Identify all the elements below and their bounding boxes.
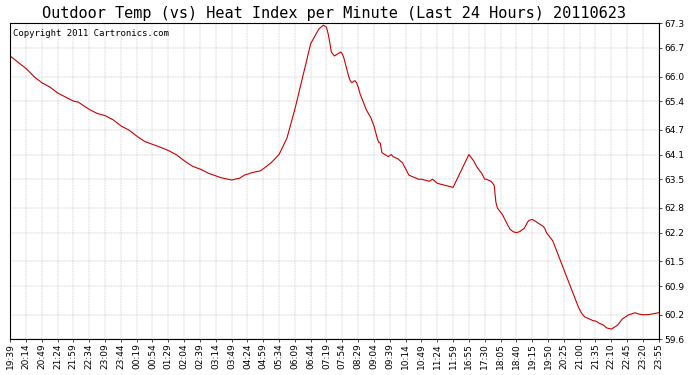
Title: Outdoor Temp (vs) Heat Index per Minute (Last 24 Hours) 20110623: Outdoor Temp (vs) Heat Index per Minute … [42, 6, 627, 21]
Text: Copyright 2011 Cartronics.com: Copyright 2011 Cartronics.com [13, 29, 169, 38]
